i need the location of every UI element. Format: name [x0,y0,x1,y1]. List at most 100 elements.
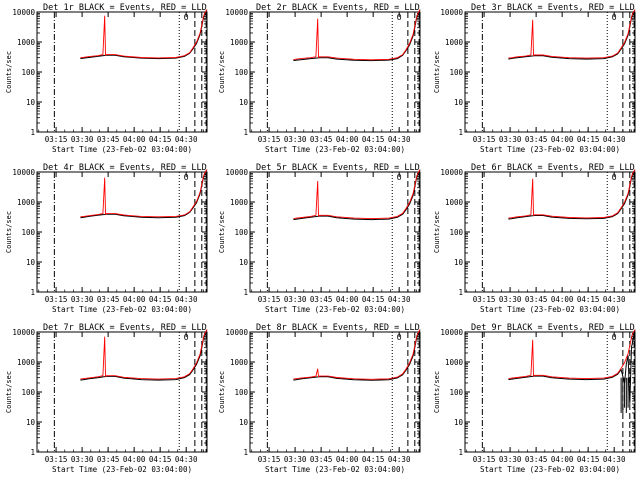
y-axis-label: Counts/sec [218,371,226,413]
x-tick-label: 04:00 [551,455,574,464]
y-tick-label: 10 [26,418,36,427]
panel-det-4: Det 4r BLACK = Events, RED = LLD Counts/s… [5,163,208,314]
x-tick-label: 04:00 [123,295,146,304]
y-tick-label: 10 [239,418,249,427]
y-axis-label: Counts/sec [433,371,441,413]
x-tick-label: 04:30 [603,135,626,144]
x-tick-label: 03:30 [284,295,307,304]
plot-frame [464,171,636,293]
x-tick-label: 03:30 [71,455,94,464]
y-tick-label: 10 [239,258,249,267]
x-tick-label: 04:30 [175,135,198,144]
x-axis-label: Start Time (23-Feb-02 03:04:00) [52,465,192,474]
y-tick-label: 100 [449,388,463,397]
x-tick-label: 04:15 [149,295,172,304]
y-tick-label: 10000 [440,8,463,17]
marker-label: O [612,333,617,342]
x-tick-label: 03:30 [499,455,522,464]
x-tick-label: 03:15 [473,455,496,464]
x-tick-label: 03:30 [499,295,522,304]
series-lld-line [508,329,636,380]
x-tick-label: 03:15 [258,295,281,304]
x-tick-label: 04:15 [362,135,385,144]
x-tick-label: 04:15 [149,135,172,144]
series-lld-line [293,169,421,220]
y-tick-label: 10 [454,418,464,427]
x-axis-label: Start Time (23-Feb-02 03:04:00) [52,305,192,314]
y-tick-label: 1000 [17,38,36,47]
series-lld-line [293,9,421,61]
y-tick-label: 1 [243,448,248,457]
x-tick-label: 03:15 [473,295,496,304]
x-axis-label: Start Time (23-Feb-02 03:04:00) [480,305,620,314]
x-tick-label: 04:30 [388,135,411,144]
marker-label: O [631,13,636,22]
y-tick-label: 10000 [440,328,463,337]
x-tick-label: 04:30 [603,295,626,304]
y-tick-label: 1000 [230,198,249,207]
plot-frame [249,331,421,453]
y-axis-label: Counts/sec [433,51,441,93]
series-lld-line [80,169,208,218]
plot-frame [249,11,421,133]
x-tick-label: 03:45 [97,295,120,304]
panel-det-6: Det 6r BLACK = Events, RED = LLD Counts/s… [433,163,636,314]
x-tick-label: 04:00 [123,135,146,144]
x-tick-label: 03:30 [284,135,307,144]
x-axis-label: Start Time (23-Feb-02 03:04:00) [265,305,405,314]
y-tick-label: 1000 [17,198,36,207]
x-axis-label: Start Time (23-Feb-02 03:04:00) [52,145,192,154]
y-tick-label: 1 [458,288,463,297]
x-tick-label: 03:45 [525,295,548,304]
y-tick-label: 100 [21,228,35,237]
x-tick-label: 03:15 [473,135,496,144]
marker-label: O [416,13,421,22]
y-tick-label: 1000 [230,358,249,367]
panel-det-2: Det 2r BLACK = Events, RED = LLD Counts/s… [218,3,421,154]
x-tick-label: 04:30 [175,295,198,304]
x-tick-label: 03:45 [310,455,333,464]
plot-frame [36,11,208,133]
plot-frame [249,171,421,293]
x-tick-label: 03:30 [499,135,522,144]
y-tick-label: 10000 [12,168,35,177]
y-tick-label: 100 [234,68,248,77]
panel-det-1: Det 1r BLACK = Events, RED = LLD Counts/s… [5,3,208,154]
x-axis-label: Start Time (23-Feb-02 03:04:00) [265,465,405,474]
y-axis-label: Counts/sec [218,211,226,253]
x-tick-label: 03:45 [310,295,333,304]
x-tick-label: 04:30 [388,295,411,304]
x-tick-label: 04:30 [388,455,411,464]
y-tick-label: 1 [30,448,35,457]
y-tick-label: 10000 [225,8,248,17]
marker-label: O [631,173,636,182]
marker-label: O [612,13,617,22]
y-tick-label: 10 [239,98,249,107]
y-tick-label: 1 [458,448,463,457]
x-tick-label: 04:00 [336,455,359,464]
marker-label: O [203,13,208,22]
marker-label: O [184,333,189,342]
y-tick-label: 10 [454,258,464,267]
x-tick-label: 04:15 [577,455,600,464]
y-tick-label: 10000 [12,328,35,337]
y-tick-label: 100 [21,388,35,397]
x-axis-label: Start Time (23-Feb-02 03:04:00) [265,145,405,154]
y-tick-label: 1 [30,128,35,137]
y-tick-label: 1 [30,288,35,297]
x-tick-label: 03:15 [45,455,68,464]
marker-label: O [203,173,208,182]
x-tick-label: 03:15 [258,135,281,144]
series-lld-line [508,9,636,59]
y-tick-label: 1000 [445,38,464,47]
marker-label: O [203,333,208,342]
plot-frame [36,331,208,453]
x-tick-label: 03:45 [310,135,333,144]
y-tick-label: 1 [243,128,248,137]
y-tick-label: 100 [449,68,463,77]
y-tick-label: 10000 [12,8,35,17]
x-axis-label: Start Time (23-Feb-02 03:04:00) [480,465,620,474]
x-tick-label: 04:30 [175,455,198,464]
x-tick-label: 03:30 [71,135,94,144]
